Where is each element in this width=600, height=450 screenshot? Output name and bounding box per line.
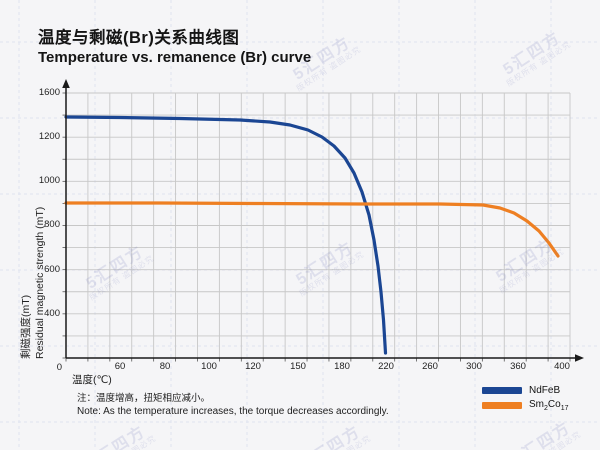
legend: NdFeB Sm2Co17	[482, 383, 569, 413]
x-tick-label: 120	[245, 361, 261, 372]
x-tick-label: 300	[466, 361, 482, 372]
y-tick-label: 400	[44, 308, 60, 319]
y-tick-label: 1200	[38, 131, 60, 142]
legend-label-ndfeb: NdFeB	[529, 385, 561, 396]
ndfeb-color-swatch	[482, 386, 522, 395]
footnote-en: Note: As the temperature increases, the …	[77, 406, 389, 417]
legend-item-ndfeb: NdFeB	[482, 383, 569, 398]
sm2co17-color-swatch	[482, 401, 522, 410]
x-tick-label: 360	[510, 361, 526, 372]
x-tick-label: 220	[378, 361, 394, 372]
x-axis-title: 温度(℃)	[72, 374, 112, 386]
x-tick-label: 180	[334, 361, 350, 372]
x-tick-label: 60	[114, 361, 126, 372]
y-tick-label: 800	[44, 219, 60, 230]
legend-label-sm2co17: Sm2Co17	[529, 399, 569, 412]
y-tick-label: 1600	[38, 87, 60, 98]
x-tick-label: 260	[422, 361, 438, 372]
x-tick-label: 80	[159, 361, 171, 372]
origin-tick-label: 0	[56, 362, 62, 373]
x-tick-label: 400	[554, 361, 570, 372]
chart-title-zh: 温度与剩磁(Br)关系曲线图	[38, 29, 240, 47]
chart-title-en: Temperature vs. remanence (Br) curve	[38, 49, 312, 66]
footnote-zh: 注：温度增高，扭矩相应减小。	[77, 393, 211, 404]
footnote: 注：温度增高，扭矩相应减小。 Note: As the temperature …	[77, 393, 389, 418]
y-tick-label: 600	[44, 264, 60, 275]
x-tick-label: 150	[290, 361, 306, 372]
y-tick-label: 1000	[38, 175, 60, 186]
x-tick-label: 100	[201, 361, 217, 372]
legend-item-sm2co17: Sm2Co17	[482, 398, 569, 413]
